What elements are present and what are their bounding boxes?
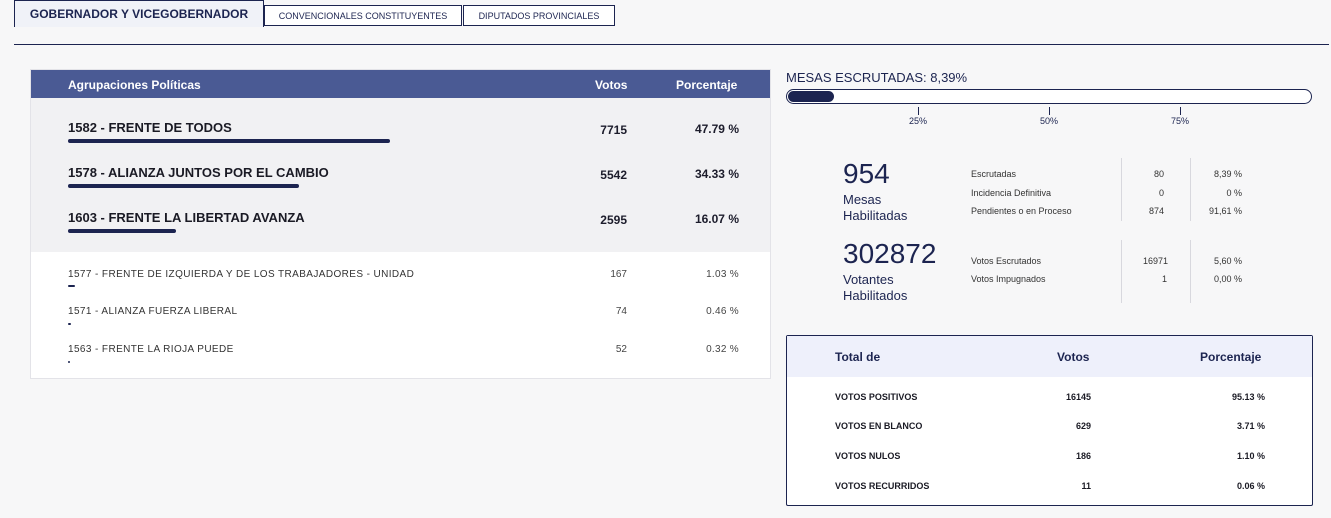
tab-diputados[interactable]: DIPUTADOS PROVINCIALES	[463, 5, 615, 26]
stat-incidencia-percent: 0 %	[1226, 188, 1242, 198]
totals-header: Total de Votos Porcentaje	[787, 336, 1312, 377]
totals-row-percent: 1.10 %	[1236, 451, 1265, 461]
stat-escrutadas-percent: 8,39 %	[1213, 169, 1242, 179]
result-row-1582: 1582 - FRENTE DE TODOS 7715 47.79 %	[31, 120, 770, 160]
result-row-1603: 1603 - FRENTE LA LIBERTAD AVANZA 2595 16…	[31, 210, 770, 250]
totals-row-votes: 16145	[1065, 392, 1091, 402]
party-votes: 2595	[600, 213, 627, 227]
totals-row-label: VOTOS POSITIVOS	[835, 392, 918, 402]
party-votes: 5542	[600, 168, 627, 182]
divider	[1121, 240, 1122, 303]
party-bar	[68, 184, 299, 188]
tick-50	[1049, 107, 1050, 115]
tick-75	[1180, 107, 1181, 115]
party-name: 1577 - FRENTE DE IZQUIERDA Y DE LOS TRAB…	[68, 269, 415, 280]
tabs-underline	[14, 44, 1329, 45]
divider	[1190, 158, 1191, 221]
mesas-habilitadas-number: 954	[843, 158, 890, 189]
stat-escrutadas-label: Escrutadas	[971, 169, 1017, 179]
party-votes: 74	[615, 306, 627, 317]
party-percent: 1.03 %	[706, 269, 739, 280]
votantes-habilitados-number: 302872	[843, 238, 937, 269]
tick-label-75: 75%	[1170, 116, 1190, 126]
stat-escrutadas-count: 80	[1153, 169, 1164, 179]
tab-convencionales[interactable]: CONVENCIONALES CONSTITUYENTES	[264, 5, 462, 26]
party-votes: 52	[615, 344, 627, 355]
party-bar	[68, 139, 390, 143]
label-line: Habilitadas	[843, 208, 908, 223]
results-card: Agrupaciones Políticas Votos Porcentaje …	[30, 69, 771, 379]
stat-votos-escrutados-percent: 5,60 %	[1213, 256, 1242, 266]
stat-votos-impugnados-label: Votos Impugnados	[971, 274, 1046, 284]
stat-votos-escrutados-label: Votos Escrutados	[971, 256, 1042, 266]
totals-row-percent: 0.06 %	[1236, 481, 1265, 491]
totals-header-votes: Votos	[1057, 350, 1090, 364]
tick-label-25: 25%	[908, 116, 928, 126]
party-bar	[68, 323, 71, 325]
stat-incidencia-count: 0	[1158, 188, 1164, 198]
stat-pendientes-label: Pendientes o en Proceso	[971, 206, 1072, 216]
tab-gobernador[interactable]: GOBERNADOR Y VICEGOBERNADOR	[14, 0, 264, 27]
divider	[1121, 158, 1122, 221]
label-line: Mesas	[843, 192, 882, 207]
totals-header-label: Total de	[835, 350, 881, 364]
totals-row-votes: 629	[1075, 421, 1091, 431]
tick-25	[918, 107, 919, 115]
party-name: 1563 - FRENTE LA RIOJA PUEDE	[68, 344, 234, 355]
mesas-progress-fill	[788, 91, 834, 102]
party-bar	[68, 285, 75, 287]
header-votes: Votos	[595, 78, 628, 92]
party-name: 1582 - FRENTE DE TODOS	[68, 120, 232, 135]
party-percent: 0.32 %	[706, 344, 739, 355]
party-votes: 167	[610, 269, 627, 280]
mesas-habilitadas-label: Mesas Habilitadas	[843, 192, 943, 224]
party-name: 1571 - ALIANZA FUERZA LIBERAL	[68, 306, 238, 317]
stat-votos-escrutados-count: 16971	[1142, 256, 1168, 266]
tick-label-50: 50%	[1039, 116, 1059, 126]
stat-pendientes-percent: 91,61 %	[1208, 206, 1242, 216]
totals-row-label: VOTOS NULOS	[835, 451, 901, 461]
party-votes: 7715	[600, 123, 627, 137]
totals-row-percent: 3.71 %	[1236, 421, 1265, 431]
party-percent: 16.07 %	[694, 212, 739, 226]
header-party: Agrupaciones Políticas	[68, 78, 201, 92]
party-percent: 34.33 %	[694, 167, 739, 181]
major-results: 1582 - FRENTE DE TODOS 7715 47.79 % 1578…	[31, 98, 770, 252]
divider	[1190, 240, 1191, 303]
votantes-habilitados-label: Votantes Habilitados	[843, 272, 943, 304]
result-row-1571: 1571 - ALIANZA FUERZA LIBERAL 74 0.46 %	[31, 306, 770, 336]
totals-row-votes: 186	[1075, 451, 1091, 461]
stat-votos-impugnados-count: 1	[1161, 274, 1167, 284]
party-bar	[68, 361, 70, 363]
stat-pendientes-count: 874	[1148, 206, 1164, 216]
totals-row-label: VOTOS RECURRIDOS	[835, 481, 930, 491]
results-header: Agrupaciones Políticas Votos Porcentaje	[31, 70, 770, 98]
result-row-1577: 1577 - FRENTE DE IZQUIERDA Y DE LOS TRAB…	[31, 269, 770, 299]
stat-incidencia-label: Incidencia Definitiva	[971, 188, 1052, 198]
party-name: 1603 - FRENTE LA LIBERTAD AVANZA	[68, 210, 305, 225]
totals-header-percent: Porcentaje	[1200, 350, 1262, 364]
totals-row-label: VOTOS EN BLANCO	[835, 421, 923, 431]
party-percent: 0.46 %	[706, 306, 739, 317]
result-row-1563: 1563 - FRENTE LA RIOJA PUEDE 52 0.32 %	[31, 344, 770, 374]
totals-row-votes: 11	[1081, 481, 1091, 491]
stat-votos-impugnados-percent: 0,00 %	[1213, 274, 1242, 284]
mesas-progress-bar	[786, 89, 1312, 104]
party-name: 1578 - ALIANZA JUNTOS POR EL CAMBIO	[68, 165, 329, 180]
totals-row-percent: 95.13 %	[1231, 392, 1265, 402]
totals-card: Total de Votos Porcentaje VOTOS POSITIVO…	[786, 335, 1313, 506]
header-percent: Porcentaje	[676, 78, 738, 92]
result-row-1578: 1578 - ALIANZA JUNTOS POR EL CAMBIO 5542…	[31, 165, 770, 205]
label-line: Habilitados	[843, 288, 908, 303]
label-line: Votantes	[843, 272, 894, 287]
mesas-escrutadas-title: MESAS ESCRUTADAS: 8,39%	[786, 70, 968, 85]
party-bar	[68, 229, 176, 233]
party-percent: 47.79 %	[694, 122, 739, 136]
